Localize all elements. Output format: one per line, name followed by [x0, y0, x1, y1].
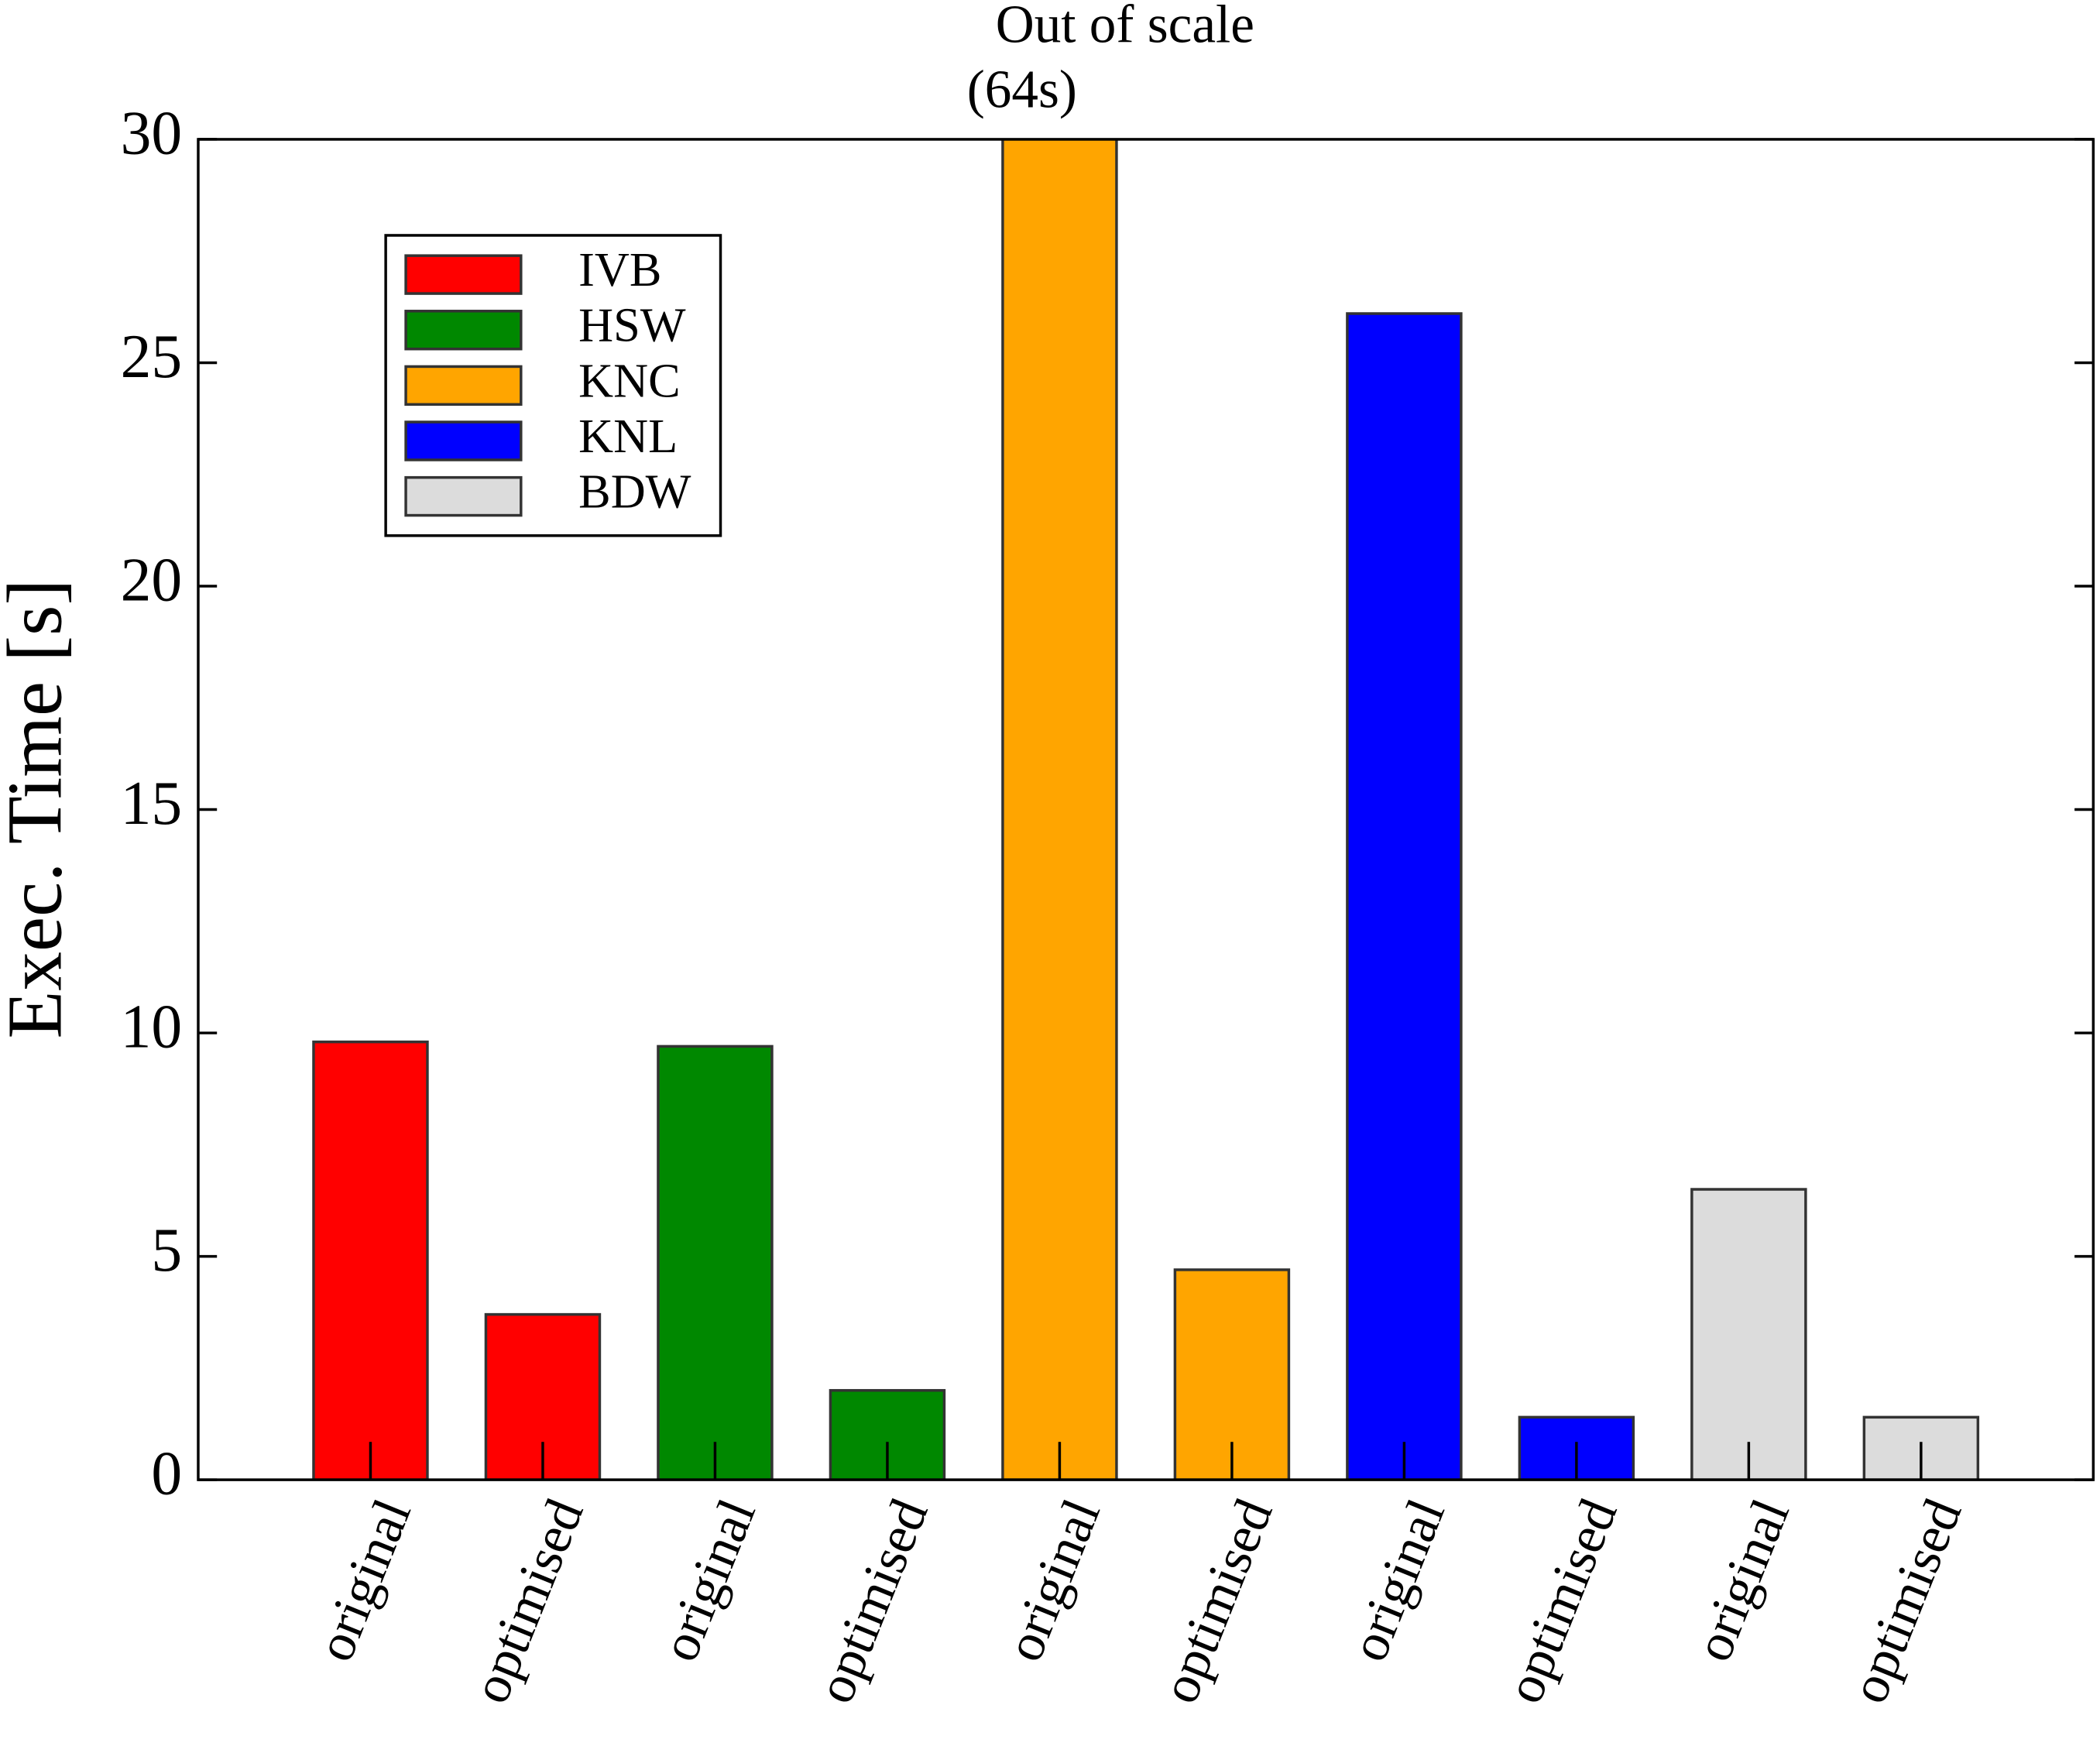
legend-label: KNL: [578, 409, 678, 463]
legend-swatch: [404, 475, 523, 517]
annotation: Out of scale: [996, 0, 1254, 55]
legend-label: IVB: [578, 242, 661, 297]
x-tick-label: original: [994, 1491, 1112, 1669]
bar: [1346, 312, 1463, 1480]
bar: [657, 1045, 774, 1480]
y-tick-label: 15: [121, 770, 183, 838]
y-tick-label: 30: [121, 99, 183, 167]
x-tick-label: original: [1683, 1491, 1801, 1669]
legend-swatch: [404, 310, 523, 351]
y-tick-label: 10: [121, 993, 183, 1061]
legend-label: KNC: [578, 353, 680, 407]
x-tick-label: optimised: [1494, 1491, 1628, 1711]
x-tick-label: optimised: [805, 1491, 939, 1711]
x-tick-label: original: [305, 1491, 423, 1669]
x-tick-label: original: [1339, 1491, 1457, 1669]
x-tick-label: optimised: [1150, 1491, 1284, 1711]
bar: [312, 1040, 429, 1480]
bars: [312, 139, 1980, 1480]
y-axis-label: Exec. Time [s]: [0, 579, 77, 1039]
bar: [1690, 1188, 1807, 1480]
annotation: (64s): [967, 60, 1077, 119]
x-tick-label: optimised: [461, 1491, 595, 1711]
y-tick-label: 20: [121, 546, 183, 614]
x-tick-label: optimised: [1839, 1491, 1973, 1711]
legend-swatch: [404, 420, 523, 461]
legend-swatch: [404, 254, 523, 295]
y-tick-label: 25: [121, 323, 183, 391]
bar: [1001, 139, 1118, 1480]
legend-label: BDW: [578, 464, 691, 518]
x-tick-label: original: [650, 1491, 767, 1669]
legend-label: HSW: [578, 297, 685, 352]
legend-swatch: [404, 365, 523, 407]
y-tick-label: 5: [151, 1216, 182, 1285]
y-tick-label: 0: [151, 1439, 182, 1508]
